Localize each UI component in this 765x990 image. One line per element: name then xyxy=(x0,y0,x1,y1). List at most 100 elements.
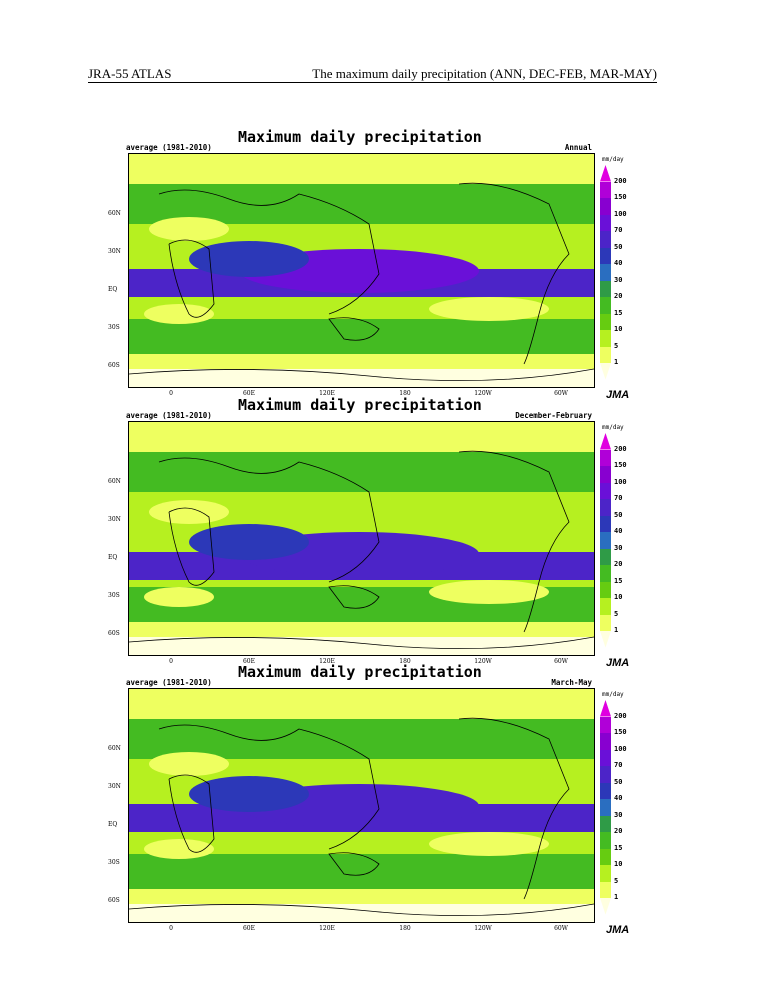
colorbar-segment xyxy=(600,363,611,380)
arctic-band xyxy=(129,689,594,719)
colorbar-level-label: 10 xyxy=(614,860,623,868)
longitude-label: 120W xyxy=(474,390,492,397)
colorbar-level-label: 30 xyxy=(614,810,623,819)
colorbar-segment xyxy=(600,466,611,483)
colorbar-level-label: 30 xyxy=(614,275,623,284)
longitude-label: 60E xyxy=(242,658,256,665)
panel-title: Maximum daily precipitation xyxy=(238,396,482,414)
colorbar-level-label: 100 xyxy=(614,209,627,218)
colorbar-unit: mm/day xyxy=(602,424,624,431)
coastline-antarctica xyxy=(129,636,594,650)
indian-ocean xyxy=(189,776,309,812)
latitude-label: 30N xyxy=(108,783,121,790)
colorbar xyxy=(600,433,611,648)
colorbar-level-label: 10 xyxy=(614,593,623,601)
colorbar-segment xyxy=(600,198,611,215)
coastline-australia xyxy=(328,585,380,609)
coastline-americas xyxy=(458,717,570,900)
colorbar-segment xyxy=(600,614,611,631)
colorbar-level-label: 200 xyxy=(614,711,627,720)
south-atlantic-dry xyxy=(144,839,214,859)
colorbar-segment xyxy=(600,247,611,264)
colorbar-segment xyxy=(600,799,611,816)
period-label: average (1981-2010) xyxy=(126,411,212,420)
colorbar-level-label: 5 xyxy=(614,341,619,350)
longitude-label: 60W xyxy=(554,925,568,932)
season-label: Annual xyxy=(564,143,592,152)
latitude-label: 60N xyxy=(108,745,121,752)
colorbar-segment xyxy=(600,733,611,750)
colorbar-segment xyxy=(600,433,611,450)
page-topic: The maximum daily precipitation (ANN, DE… xyxy=(312,66,657,81)
colorbar-segment xyxy=(600,631,611,648)
latitude-label: 60N xyxy=(108,478,121,485)
coastline-americas xyxy=(458,182,570,365)
longitude-label: 0 xyxy=(169,658,173,665)
longitude-label: 120W xyxy=(474,658,492,665)
colorbar-level-label: 20 xyxy=(614,827,623,835)
running-header: JRA-55 ATLAS The maximum daily precipita… xyxy=(88,66,657,83)
colorbar-segment xyxy=(600,297,611,314)
latitude-label: 30N xyxy=(108,248,121,255)
season-label: December-February xyxy=(515,411,592,420)
jma-logo: JMA xyxy=(606,389,630,401)
colorbar-segment xyxy=(600,548,611,565)
south-atlantic-dry xyxy=(144,304,214,324)
coastline-africa xyxy=(168,507,215,586)
longitude-label: 180 xyxy=(399,390,411,397)
coastline-antarctica xyxy=(129,903,594,917)
jma-logo: JMA xyxy=(606,924,630,936)
colorbar-level-label: 50 xyxy=(614,777,623,786)
sahara-dry xyxy=(149,752,229,776)
colorbar-segment xyxy=(600,848,611,865)
colorbar-segment xyxy=(600,898,611,915)
latitude-label: 60S xyxy=(108,897,120,904)
colorbar-segment xyxy=(600,346,611,363)
precip-map xyxy=(128,153,595,388)
longitude-label: 120E xyxy=(319,390,335,397)
colorbar-segment xyxy=(600,313,611,330)
colorbar-level-label: 200 xyxy=(614,444,627,453)
arctic-band xyxy=(129,154,594,184)
colorbar-level-label: 1 xyxy=(614,626,619,634)
colorbar-level-label: 70 xyxy=(614,226,623,234)
midlat-south-band xyxy=(129,854,594,889)
colorbar-segment xyxy=(600,515,611,532)
jma-logo: JMA xyxy=(606,657,630,669)
latitude-label: 60S xyxy=(108,630,120,637)
coastline-australia xyxy=(328,317,380,341)
panel-title: Maximum daily precipitation xyxy=(238,663,482,681)
coastline-africa xyxy=(168,774,215,853)
colorbar-level-label: 40 xyxy=(614,259,623,267)
longitude-label: 120E xyxy=(319,925,335,932)
colorbar-level-label: 15 xyxy=(614,308,623,317)
colorbar-segment xyxy=(600,782,611,799)
precip-map xyxy=(128,688,595,923)
colorbar-level-label: 40 xyxy=(614,794,623,802)
longitude-label: 60W xyxy=(554,390,568,397)
colorbar-segment xyxy=(600,815,611,832)
longitude-label: 60E xyxy=(242,925,256,932)
antarctica-fill xyxy=(129,369,594,387)
colorbar-level-label: 150 xyxy=(614,193,627,201)
colorbar-level-label: 100 xyxy=(614,744,627,753)
arctic-band xyxy=(129,422,594,452)
colorbar-unit: mm/day xyxy=(602,691,624,698)
colorbar-level-label: 100 xyxy=(614,477,627,486)
colorbar-segment xyxy=(600,181,611,198)
colorbar-segment xyxy=(600,280,611,297)
latitude-label: 60N xyxy=(108,210,121,217)
season-label: March-May xyxy=(551,678,592,687)
period-label: average (1981-2010) xyxy=(126,678,212,687)
colorbar-segment xyxy=(600,449,611,466)
coastline-australia xyxy=(328,852,380,876)
colorbar-segment xyxy=(600,832,611,849)
latitude-label: EQ xyxy=(108,554,118,561)
latitude-label: EQ xyxy=(108,286,118,293)
colorbar-segment xyxy=(600,482,611,499)
colorbar-segment xyxy=(600,581,611,598)
sahara-dry xyxy=(149,500,229,524)
colorbar-unit: mm/day xyxy=(602,156,624,163)
colorbar-segment xyxy=(600,330,611,347)
longitude-label: 60E xyxy=(242,390,256,397)
